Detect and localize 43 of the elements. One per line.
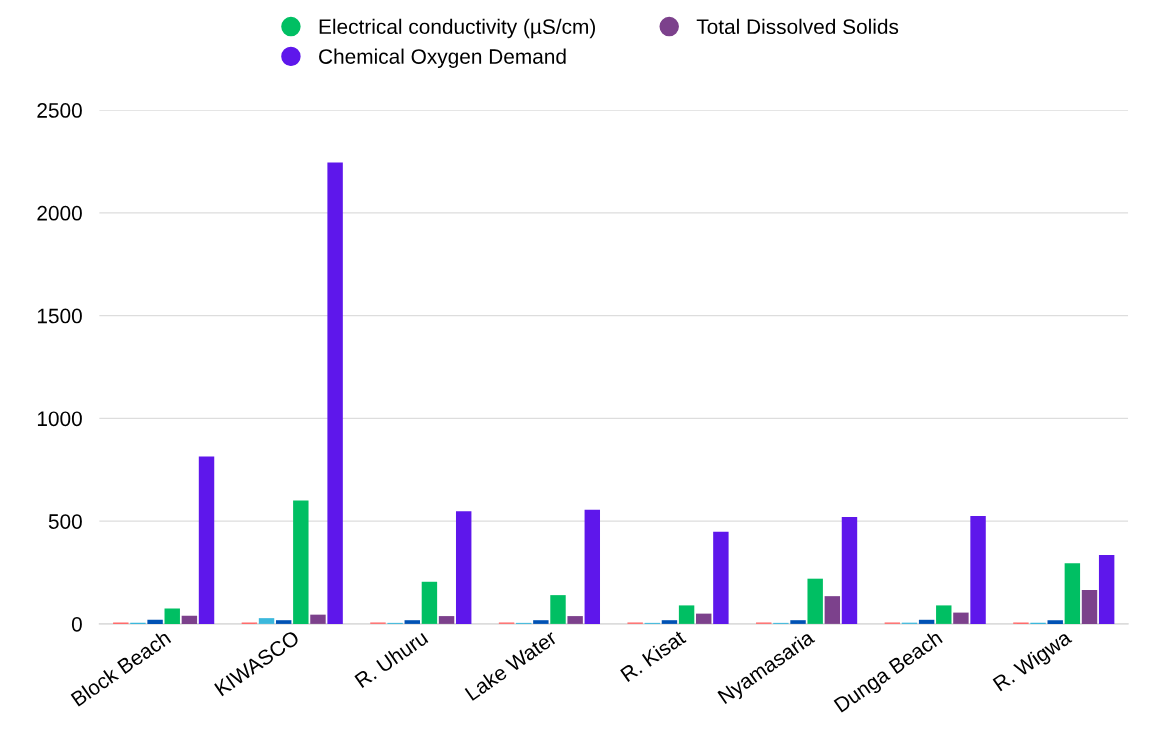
bar (438, 616, 455, 624)
bar (953, 612, 969, 624)
bar (936, 605, 952, 624)
bar (1047, 620, 1063, 624)
bar (970, 516, 986, 624)
bar (310, 614, 326, 624)
bar (1064, 563, 1081, 624)
bar (181, 615, 198, 624)
bar (164, 608, 180, 624)
bar (713, 531, 729, 624)
bar (584, 509, 601, 624)
bar (550, 595, 566, 624)
bar (678, 605, 695, 624)
bar (404, 620, 420, 624)
legend-label: Chemical Oxygen Demand (319, 48, 566, 69)
bar (258, 618, 275, 624)
bar (327, 162, 343, 624)
bar (198, 456, 215, 624)
bar (455, 511, 472, 624)
bar (567, 616, 583, 624)
y-tick-label: 2000 (37, 205, 82, 221)
bar (1098, 555, 1115, 624)
bar (790, 620, 806, 624)
x-tick-label: R. Kisat (619, 628, 687, 683)
y-tick-label: 2500 (37, 103, 82, 118)
bar (293, 500, 309, 624)
bar (661, 620, 678, 624)
bar (533, 620, 549, 624)
bar (147, 619, 163, 624)
bar (918, 619, 935, 624)
legend-label: Electrical conductivity (µS/cm) (319, 18, 595, 39)
y-tick-label: 1000 (37, 411, 82, 427)
legend-label: Total Dissolved Solids (696, 18, 899, 35)
y-tick-label: 0 (71, 616, 82, 632)
bar (1081, 589, 1098, 624)
bar (421, 581, 438, 624)
bar (841, 517, 858, 624)
bar (696, 613, 712, 624)
y-tick-label: 1500 (37, 308, 82, 324)
y-tick-label: 500 (48, 514, 82, 529)
bar (824, 596, 841, 624)
bar (807, 578, 823, 624)
bar (275, 620, 292, 624)
